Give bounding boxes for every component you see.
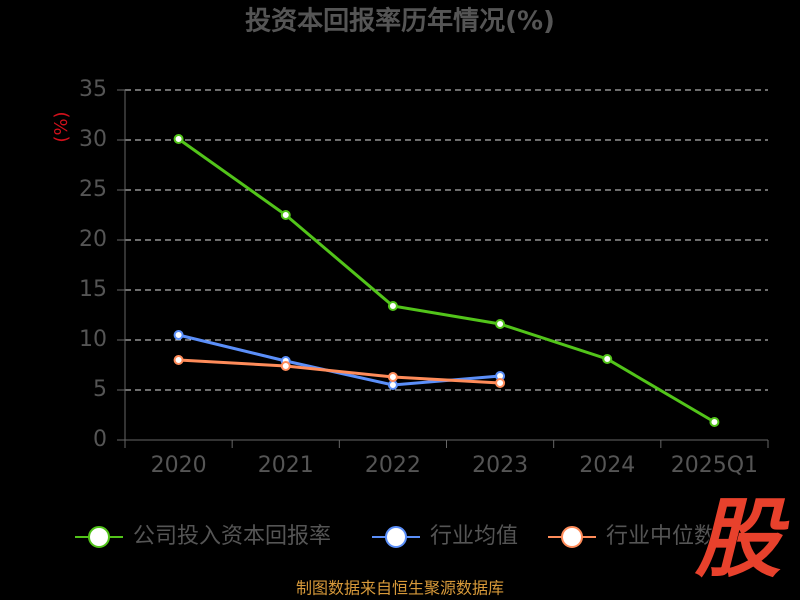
series-line <box>177 137 716 424</box>
data-point <box>495 319 506 329</box>
data-point <box>173 134 184 144</box>
x-tick-label: 2020 <box>151 453 207 478</box>
x-tick-label: 2022 <box>365 453 421 478</box>
source-note: 制图数据来自恒生聚源数据库 <box>296 579 504 598</box>
data-point <box>173 330 184 340</box>
y-axis-label: (%) <box>51 111 72 142</box>
data-point <box>173 355 184 365</box>
data-point <box>495 378 506 388</box>
y-tick-label: 25 <box>79 177 107 202</box>
y-tick-label: 30 <box>79 127 107 152</box>
legend-marker <box>561 526 583 548</box>
data-point <box>709 417 720 427</box>
x-tick-label: 2021 <box>258 453 314 478</box>
x-tick-label: 2023 <box>472 453 528 478</box>
data-point <box>602 354 613 364</box>
data-point <box>387 301 398 311</box>
data-point <box>387 372 398 382</box>
chart-title: 投资本回报率历年情况(%) <box>245 6 555 37</box>
series-line <box>178 358 501 385</box>
y-tick-label: 15 <box>79 277 107 302</box>
legend-marker <box>385 526 407 548</box>
x-tick-label: 2024 <box>579 453 635 478</box>
legend-label: 行业中位数 <box>606 524 716 549</box>
data-point <box>387 380 398 390</box>
x-tick-label: 2025Q1 <box>671 453 758 478</box>
legend-marker <box>88 526 110 548</box>
data-point <box>280 361 291 371</box>
y-tick-label: 35 <box>79 77 107 102</box>
legend-label: 公司投入资本回报率 <box>133 524 331 549</box>
y-tick-label: 10 <box>79 327 107 352</box>
logo: 股 <box>694 489 790 589</box>
data-point <box>280 210 291 220</box>
legend-label: 行业均值 <box>430 524 518 549</box>
y-tick-label: 20 <box>79 227 107 252</box>
y-tick-label: 0 <box>93 427 107 452</box>
y-tick-label: 5 <box>93 377 107 402</box>
